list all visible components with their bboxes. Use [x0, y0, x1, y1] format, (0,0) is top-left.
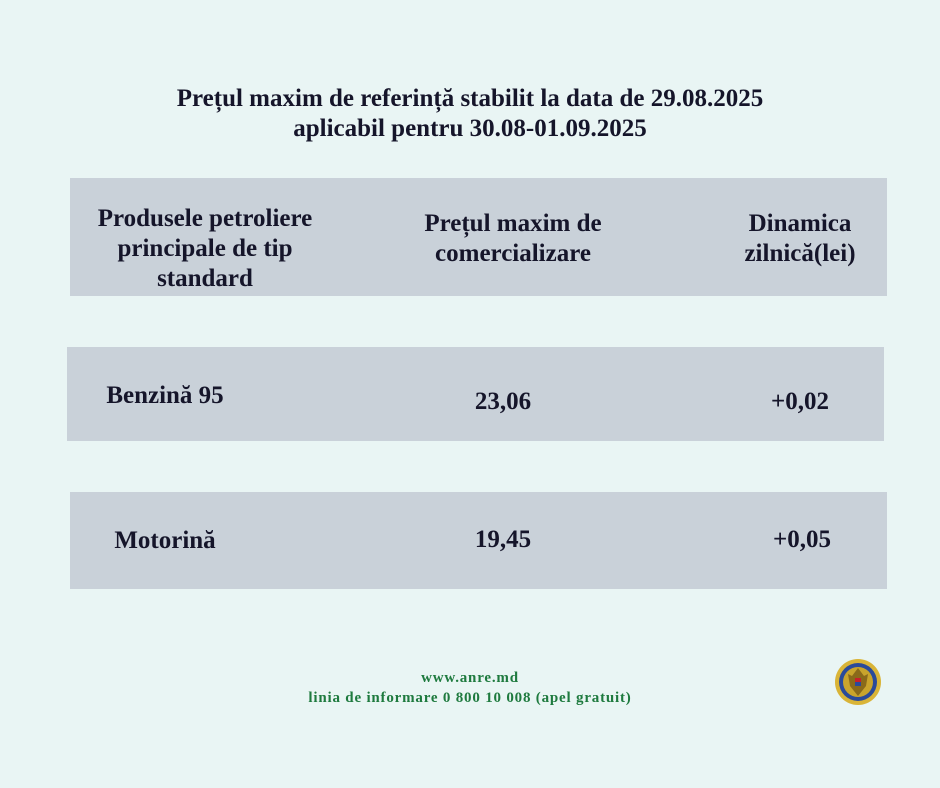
- header-change-line: Dinamica: [748, 210, 852, 237]
- table-header: [70, 178, 887, 296]
- header-price-line: Prețul maxim de: [424, 210, 602, 237]
- row-change: +0,05: [773, 526, 831, 553]
- title-line-2: aplicabil pentru 30.08-01.09.2025: [293, 115, 647, 142]
- header-price-line: comercializare: [435, 240, 591, 267]
- header-price: Prețul maxim de comercializare: [383, 209, 643, 269]
- moldova-coat-of-arms-seal-icon: [835, 659, 881, 705]
- row-price: 19,45: [474, 526, 532, 553]
- row-product: Motorină: [114, 527, 216, 554]
- header-change-line: zilnică(lei): [744, 240, 856, 267]
- page-title: Prețul maxim de referință stabilit la da…: [0, 84, 940, 144]
- row-product: Benzină 95: [106, 382, 224, 409]
- header-product-line: standard: [157, 265, 253, 292]
- website-link[interactable]: www.anre.md: [421, 670, 519, 686]
- title-line-1: Prețul maxim de referință stabilit la da…: [176, 85, 764, 112]
- table-row: [70, 492, 887, 589]
- header-product-line: Produsele petroliere: [97, 205, 313, 232]
- header-product-line: principale de tip: [117, 235, 293, 262]
- row-price: 23,06: [474, 388, 532, 415]
- header-change: Dinamica zilnică(lei): [720, 209, 880, 269]
- hotline-text: linia de informare 0 800 10 008 (apel gr…: [308, 690, 632, 706]
- row-change: +0,02: [771, 388, 829, 415]
- table-row: [67, 347, 884, 441]
- header-product: Produsele petroliere principale de tip s…: [70, 204, 340, 294]
